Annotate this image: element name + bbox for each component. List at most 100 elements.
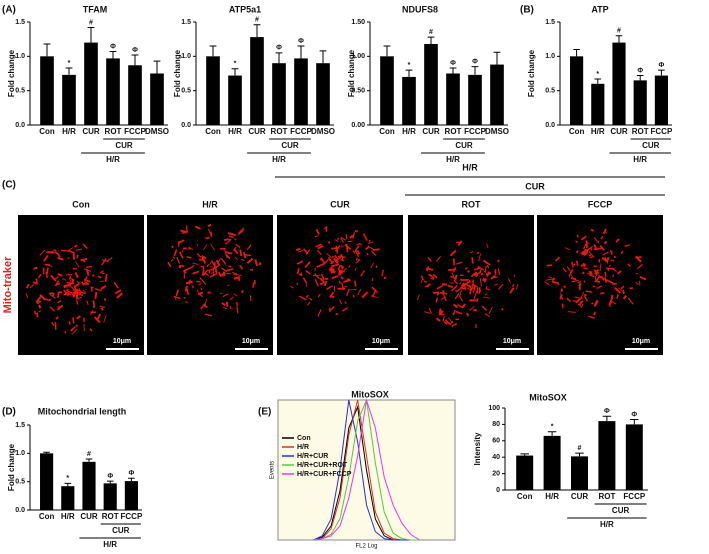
mito-stain	[64, 331, 67, 334]
mito-stain	[605, 266, 610, 272]
mito-stain	[84, 276, 88, 281]
mito-stain	[309, 297, 313, 301]
mito-stain	[93, 316, 101, 324]
mito-stain	[636, 264, 643, 270]
mito-stain	[327, 256, 333, 264]
mito-stain	[296, 268, 300, 275]
mito-stain	[354, 280, 357, 287]
y-tick-label: 1.0	[15, 53, 25, 60]
mito-stain	[238, 227, 245, 234]
mito-stain	[94, 291, 98, 299]
mito-stain	[202, 244, 208, 251]
y-tick-label: 0.5	[15, 88, 25, 95]
mito-stain	[234, 256, 238, 260]
mito-stain	[355, 257, 358, 261]
mito-stain	[585, 240, 588, 248]
error-bar	[636, 75, 644, 81]
mito-stain	[601, 277, 605, 281]
mito-stain	[473, 292, 477, 299]
error-bar	[209, 45, 217, 57]
y-axis-label: Fold change	[527, 49, 536, 97]
mito-stain	[75, 296, 82, 300]
bar	[40, 453, 54, 510]
bar	[598, 421, 616, 490]
scale-bar-label: 10μm	[113, 338, 131, 345]
mito-stain	[599, 244, 602, 247]
mito-stain	[635, 256, 642, 259]
y-tick-label: 0.5	[545, 88, 555, 95]
micrograph	[18, 215, 144, 355]
mito-stain	[451, 272, 456, 280]
mito-stain	[454, 274, 458, 281]
mito-stain	[233, 273, 236, 276]
mito-stain	[466, 287, 471, 291]
bar-label: #	[578, 445, 582, 452]
mito-stain	[180, 229, 188, 234]
mito-stain	[100, 307, 104, 311]
mito-stain	[82, 243, 88, 249]
mito-stain	[227, 232, 236, 237]
mito-stain	[306, 301, 311, 306]
bar-label: #	[89, 19, 93, 26]
mito-stain	[54, 276, 59, 280]
x-tick-label: CUR	[422, 127, 440, 136]
mito-stain	[372, 248, 380, 251]
mito-stain	[602, 251, 609, 256]
mito-stain	[575, 260, 579, 266]
mito-stain	[556, 282, 560, 286]
mito-stain	[342, 267, 348, 273]
mito-stain	[352, 250, 356, 254]
mito-stain	[320, 257, 326, 264]
mito-stain	[334, 245, 341, 252]
mito-stain	[371, 291, 376, 298]
mito-stain	[464, 266, 468, 270]
mito-stain	[222, 271, 226, 277]
x-tick-label: FCCP	[124, 127, 146, 136]
mito-stain	[512, 283, 515, 288]
mito-stain	[222, 293, 229, 298]
mito-stain	[443, 283, 447, 286]
mito-stain	[471, 279, 475, 287]
mito-stain	[320, 273, 325, 281]
mito-stain	[459, 289, 462, 296]
error-bar	[449, 67, 457, 74]
mito-stain	[221, 302, 226, 306]
mito-stain	[592, 285, 596, 288]
mito-stain	[36, 301, 40, 305]
mito-stain	[371, 286, 378, 293]
mito-stain	[53, 249, 56, 252]
mito-stain	[479, 269, 482, 273]
mito-stain	[469, 251, 474, 254]
mito-stain	[76, 299, 79, 305]
bar-label: #	[255, 17, 259, 24]
mito-stain	[344, 244, 352, 250]
bar-label: Φ	[276, 45, 282, 52]
mito-stain	[82, 289, 87, 295]
error-bar	[615, 35, 623, 43]
mito-stain	[209, 272, 218, 278]
chart-title: TFAM	[83, 4, 108, 14]
mito-stain	[188, 279, 192, 285]
mito-stain	[225, 251, 233, 255]
mito-stain	[233, 293, 238, 297]
mito-stain	[338, 280, 341, 285]
bar	[294, 58, 308, 125]
image-label: FCCP	[588, 199, 613, 209]
bar	[516, 455, 534, 490]
x-tick-label: FCCP	[623, 492, 645, 501]
bar	[402, 76, 416, 125]
mito-stain	[81, 291, 86, 295]
mito-stain	[170, 258, 174, 262]
legend-label: H/R	[297, 444, 309, 451]
mito-stain	[204, 298, 208, 307]
group-label: CUR	[642, 141, 660, 150]
mito-stain	[316, 249, 322, 255]
mito-stain	[475, 298, 479, 302]
image-label: H/R	[202, 199, 218, 209]
mito-stain	[240, 258, 245, 262]
mito-stain	[338, 255, 341, 259]
mito-stain	[611, 268, 617, 272]
mito-stain	[473, 271, 482, 277]
mito-stain	[339, 264, 345, 269]
mito-stain	[471, 279, 475, 285]
